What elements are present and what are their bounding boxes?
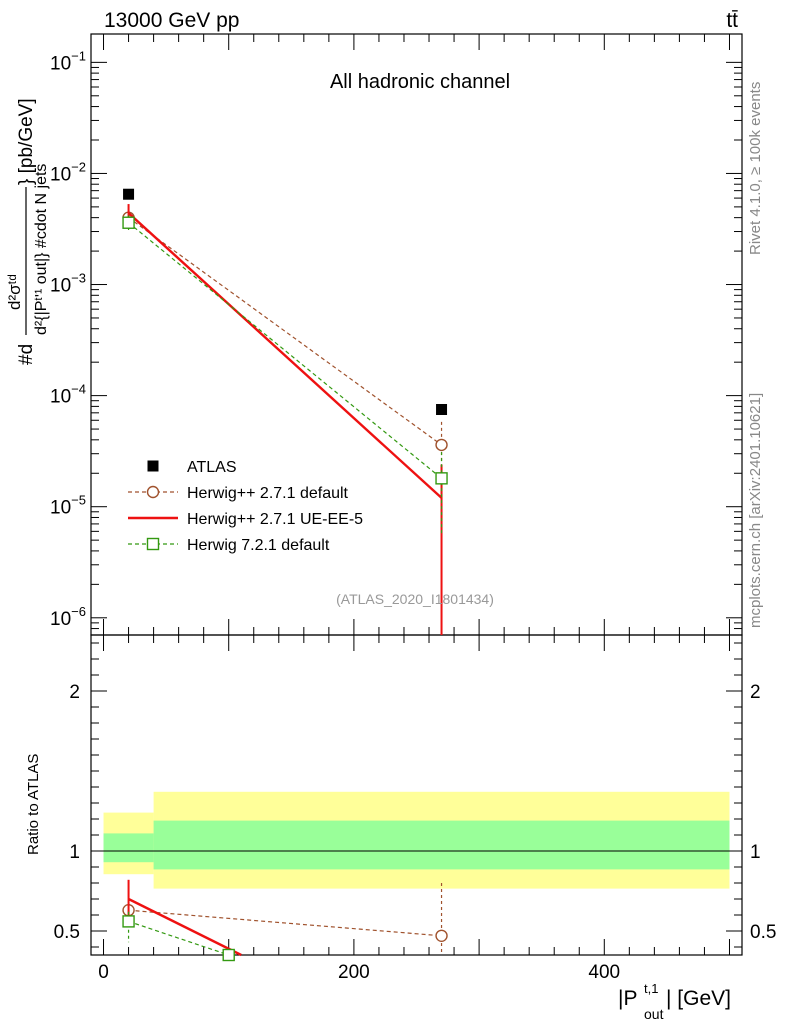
ratio-y-axis-label: Ratio to ATLAS	[25, 754, 42, 855]
main-series-0-point-1	[436, 403, 448, 415]
main-series-0-point-0	[123, 188, 135, 200]
ratio-y-tick-label-right-0: 0.5	[750, 922, 776, 943]
tick-mantissa: 10	[50, 609, 71, 630]
tick-exponent: −1	[71, 48, 86, 63]
process-label: tt̄	[726, 9, 738, 32]
tick-exponent: −2	[71, 159, 86, 174]
xlabel-base: |P	[618, 987, 637, 1010]
main-y-tick-label-3: 10−4	[50, 382, 86, 408]
ratio-plot-frame	[90, 634, 743, 956]
green-band-0	[103, 833, 154, 863]
ylabel-numerator: #d	[16, 344, 37, 365]
tick-mantissa: 10	[50, 53, 71, 74]
chart-title: All hadronic channel	[330, 71, 510, 93]
xlabel-subscript: out	[644, 1006, 664, 1022]
ratio-series-2-point-1	[222, 948, 235, 962]
ylabel-unit: } [pb/GeV]	[16, 98, 37, 185]
axis-ticks	[91, 34, 742, 955]
main-y-axis-label: #d d²σᵗᵈ d²{|Pᵗʹ¹ out|} #cdot N jets } […	[5, 98, 50, 365]
tick-exponent: −6	[71, 604, 86, 619]
ratio-plot-series	[122, 879, 448, 962]
main-series-3-point-0	[122, 216, 135, 229]
ylabel-fraction-denominator: d²{|Pᵗʹ¹ out|} #cdot N jets	[33, 164, 50, 335]
mcplots-label: mcplots.cern.ch [arXiv:2401.10621]	[747, 393, 764, 628]
ratio-uncertainty-bands	[103, 791, 742, 889]
energy-label: 13000 GeV pp	[104, 9, 239, 32]
x-tick-label-0: 0	[98, 962, 109, 983]
legend-marker-3	[146, 537, 160, 551]
legend-marker-0	[147, 460, 159, 472]
legend-label-1: Herwig++ 2.7.1 default	[187, 485, 349, 502]
rivet-label: Rivet 4.1.0, ≥ 100k events	[747, 82, 764, 255]
legend-marker-1	[146, 485, 160, 499]
ratio-series-0-line	[128, 909, 442, 937]
ratio-series-1-line	[128, 897, 242, 957]
main-y-tick-label-4: 10−5	[50, 493, 86, 519]
legend-label-2: Herwig++ 2.7.1 UE-EE-5	[187, 511, 363, 528]
ratio-y-tick-label-right-1: 1	[750, 842, 761, 863]
main-y-tick-label-2: 10−3	[50, 271, 86, 297]
xlabel-superscript: t,1	[644, 981, 658, 996]
main-series-3-point-1	[435, 472, 448, 485]
ratio-y-tick-label-left-0: 0.5	[54, 922, 80, 943]
ratio-series-2-line	[128, 920, 229, 956]
ratio-series-0-point-1	[435, 929, 448, 942]
main-series-3-line	[128, 222, 442, 479]
x-tick-label-2: 400	[588, 962, 620, 983]
tick-mantissa: 10	[50, 387, 71, 408]
ratio-y-tick-label-left-1: 1	[69, 842, 80, 863]
ratio-y-tick-label-left-2: 2	[69, 682, 80, 703]
tick-mantissa: 10	[50, 276, 71, 297]
xlabel-tail: | [GeV]	[666, 987, 731, 1010]
main-y-tick-label-5: 10−6	[50, 604, 86, 630]
ylabel-fraction-numerator: d²σᵗᵈ	[5, 274, 24, 310]
ratio-y-tick-label-right-2: 2	[750, 682, 761, 703]
legend-label-0: ATLAS	[187, 459, 237, 476]
tick-exponent: −5	[71, 493, 86, 508]
x-axis-label: |P t,1 out | [GeV]	[618, 981, 731, 1022]
green-band-1	[153, 820, 730, 870]
main-series-1-line	[128, 217, 442, 446]
main-plot-series	[122, 188, 448, 635]
tick-exponent: −4	[71, 382, 86, 397]
analysis-tag: (ATLAS_2020_I1801434)	[336, 591, 494, 607]
tick-mantissa: 10	[50, 498, 71, 519]
main-series-1-point-1	[435, 438, 448, 452]
main-y-tick-label-1: 10−2	[50, 159, 86, 185]
legend: ATLAS Herwig++ 2.7.1 default Herwig++ 2.7.…	[128, 459, 363, 554]
main-series-2-line	[127, 212, 443, 499]
main-y-tick-label-0: 10−1	[50, 48, 86, 74]
tick-mantissa: 10	[50, 164, 71, 185]
legend-label-3: Herwig 7.2.1 default	[187, 537, 330, 554]
tick-exponent: −3	[71, 271, 86, 286]
x-tick-label-1: 200	[338, 962, 370, 983]
ratio-series-2-point-0	[122, 915, 135, 928]
